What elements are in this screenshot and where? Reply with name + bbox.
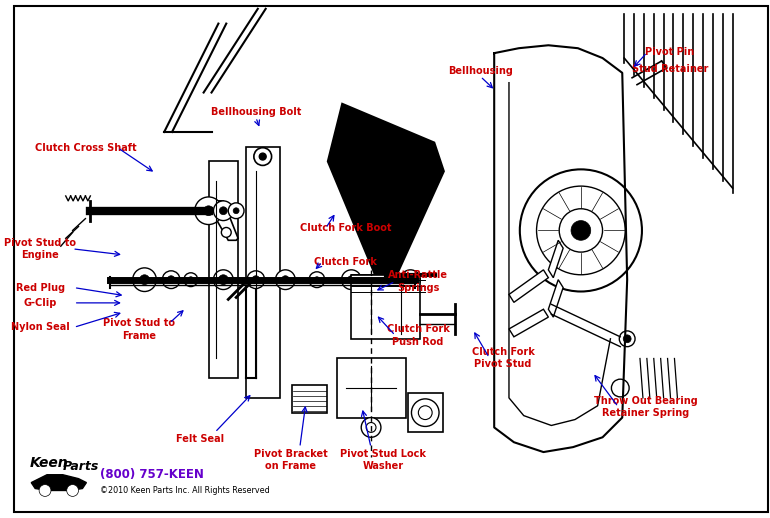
Circle shape <box>219 275 228 284</box>
Text: Felt Seal: Felt Seal <box>176 434 224 443</box>
Text: ©2010 Keen Parts Inc. All Rights Reserved: ©2010 Keen Parts Inc. All Rights Reserve… <box>100 486 270 495</box>
Circle shape <box>619 331 635 347</box>
Bar <box>293 385 326 413</box>
Text: Nylon Seal: Nylon Seal <box>11 322 70 333</box>
Circle shape <box>342 270 361 290</box>
Circle shape <box>559 209 603 252</box>
Circle shape <box>39 484 51 496</box>
Text: Red Plug: Red Plug <box>16 283 65 293</box>
Circle shape <box>407 276 414 284</box>
Circle shape <box>259 153 266 160</box>
Circle shape <box>188 277 194 283</box>
Circle shape <box>203 206 213 215</box>
Bar <box>209 162 238 378</box>
Text: Pivot Stud to: Pivot Stud to <box>5 238 76 248</box>
Circle shape <box>611 379 629 397</box>
Circle shape <box>139 275 149 284</box>
Text: (800) 757-KEEN: (800) 757-KEEN <box>100 468 204 481</box>
Polygon shape <box>326 103 445 280</box>
Circle shape <box>347 276 355 284</box>
Circle shape <box>400 270 420 290</box>
Circle shape <box>162 271 180 289</box>
Circle shape <box>571 221 591 240</box>
Polygon shape <box>509 270 548 303</box>
Text: Bellhousing Bolt: Bellhousing Bolt <box>210 107 301 117</box>
Text: Springs: Springs <box>397 283 439 293</box>
Text: Pivot Stud: Pivot Stud <box>474 359 532 369</box>
Circle shape <box>254 148 272 165</box>
Polygon shape <box>209 201 238 240</box>
Text: Pivot Pin: Pivot Pin <box>645 47 695 57</box>
Text: Keen: Keen <box>29 456 68 470</box>
Circle shape <box>411 399 439 426</box>
Polygon shape <box>32 474 86 491</box>
Circle shape <box>67 484 79 496</box>
Bar <box>407 393 443 433</box>
Circle shape <box>377 276 385 284</box>
Circle shape <box>276 270 295 290</box>
Circle shape <box>213 270 233 290</box>
Circle shape <box>309 272 325 287</box>
Circle shape <box>537 186 625 275</box>
Circle shape <box>213 201 233 221</box>
Text: Clutch Fork: Clutch Fork <box>314 257 377 267</box>
Text: Frame: Frame <box>122 330 156 340</box>
Circle shape <box>219 207 227 214</box>
Circle shape <box>184 273 198 286</box>
Text: Bellhousing: Bellhousing <box>448 66 513 76</box>
Text: Clutch Fork: Clutch Fork <box>387 324 450 335</box>
Text: Pivot Stud Lock: Pivot Stud Lock <box>340 449 426 459</box>
Text: Stud Retainer: Stud Retainer <box>631 64 708 74</box>
Text: Pivot Stud to: Pivot Stud to <box>103 318 175 328</box>
Circle shape <box>167 276 175 284</box>
Circle shape <box>418 406 432 420</box>
Text: Clutch Cross Shaft: Clutch Cross Shaft <box>35 143 137 153</box>
Text: Washer: Washer <box>363 461 403 471</box>
Circle shape <box>314 277 320 283</box>
Text: G-Clip: G-Clip <box>24 298 57 308</box>
Circle shape <box>361 418 381 437</box>
Circle shape <box>520 169 642 292</box>
Circle shape <box>247 271 265 289</box>
Circle shape <box>372 271 390 289</box>
Bar <box>246 147 280 398</box>
Circle shape <box>282 276 290 284</box>
Circle shape <box>221 227 231 237</box>
Text: Push Rod: Push Rod <box>393 337 444 347</box>
Circle shape <box>233 208 239 214</box>
Text: Anti-Rattle: Anti-Rattle <box>388 270 448 280</box>
Text: Retainer Spring: Retainer Spring <box>602 408 689 418</box>
Circle shape <box>195 197 223 224</box>
Bar <box>351 275 420 339</box>
Text: Clutch Fork: Clutch Fork <box>471 347 534 357</box>
Circle shape <box>623 335 631 343</box>
Polygon shape <box>548 240 563 278</box>
Bar <box>336 358 406 418</box>
Text: on Frame: on Frame <box>265 461 316 471</box>
Text: Engine: Engine <box>22 250 59 260</box>
Circle shape <box>132 268 156 292</box>
Text: Clutch Fork Boot: Clutch Fork Boot <box>300 223 391 234</box>
Polygon shape <box>509 309 548 337</box>
Text: Throw Out Bearing: Throw Out Bearing <box>594 396 698 406</box>
Polygon shape <box>548 280 563 317</box>
Circle shape <box>228 203 244 219</box>
Circle shape <box>367 423 376 433</box>
Circle shape <box>252 276 259 284</box>
Text: Parts: Parts <box>63 461 99 473</box>
Text: Pivot Bracket: Pivot Bracket <box>254 449 327 459</box>
